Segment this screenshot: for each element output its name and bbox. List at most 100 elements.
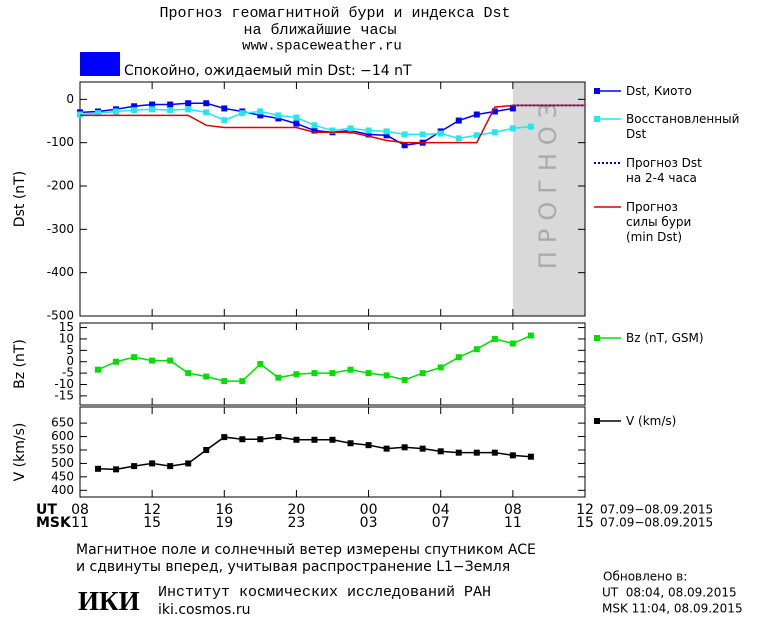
data-point [167, 101, 174, 108]
updated-msk: MSK 11:04, 08.09.2015 [602, 602, 743, 616]
data-point [365, 127, 372, 134]
forecast-region [512, 82, 585, 316]
data-point [455, 354, 462, 361]
data-point [221, 378, 228, 385]
y-tick-label: 0 [66, 354, 74, 368]
data-point [149, 460, 156, 467]
y-tick-label: 500 [51, 456, 74, 470]
data-point [131, 103, 138, 110]
legend-label: Dst, Киото [626, 84, 692, 98]
data-point [293, 114, 300, 121]
data-point [491, 108, 498, 115]
data-point [419, 131, 426, 138]
series-line [79, 108, 531, 140]
status-box [80, 52, 120, 76]
y-tick-label: -200 [47, 179, 74, 193]
data-point [221, 105, 228, 112]
x-tick-label: 08 [504, 502, 522, 518]
note: Магнитное поле и солнечный ветер измерен… [76, 542, 536, 558]
y-tick-label: 650 [51, 416, 74, 430]
plot-frame [79, 322, 586, 406]
url: www.spaceweather.ru [242, 39, 402, 55]
note: и сдвинуты вперед, учитывая распростране… [76, 559, 510, 575]
y-axis-label: V (km/s) [12, 423, 28, 482]
updated: Обновлено в: [603, 570, 687, 584]
data-point [149, 101, 156, 108]
data-point [347, 440, 354, 447]
data-point [185, 100, 192, 107]
data-point [239, 378, 246, 385]
y-tick-label: -5 [62, 366, 74, 380]
y-tick-label: 15 [59, 320, 74, 334]
data-point [383, 132, 390, 139]
y-tick-label: 5 [66, 343, 74, 357]
data-point [383, 128, 390, 135]
x-tick-label: 12 [576, 502, 594, 518]
legend-marker [594, 335, 600, 341]
institute: Институт космических исследований РАН [158, 584, 491, 601]
y-tick-label: -300 [47, 222, 74, 236]
data-point [239, 110, 246, 117]
legend-label: V (km/s) [626, 414, 677, 428]
legend-marker [594, 116, 600, 122]
data-point [311, 436, 318, 443]
data-point [275, 112, 282, 119]
legend-label: Прогноз Dst на 2-4 часа [626, 156, 702, 185]
data-point [257, 436, 264, 443]
subtitle: на ближайшие часы [243, 22, 396, 39]
data-point [167, 357, 174, 364]
x-tick-label-msk: 03 [360, 515, 378, 531]
y-tick-label: 0 [66, 92, 74, 106]
x-tick-label-msk: 07 [432, 515, 450, 531]
data-point [401, 131, 408, 138]
updated-ut: UT 08:04, 08.09.2015 [602, 586, 737, 600]
x-tick-label: 16 [215, 502, 233, 518]
data-point [257, 112, 264, 119]
data-point [401, 142, 408, 149]
data-point [329, 436, 336, 443]
data-point [419, 445, 426, 452]
x-tick-label-msk: 15 [143, 515, 161, 531]
plot-frame [79, 81, 586, 317]
y-tick-label: -500 [47, 309, 74, 323]
data-point [113, 466, 120, 473]
data-point [131, 354, 138, 361]
data-point [185, 460, 192, 467]
x-tick-label: 08 [71, 502, 89, 518]
data-point [437, 448, 444, 455]
x-tick-label-msk: 23 [288, 515, 306, 531]
data-point [203, 109, 210, 116]
data-point [113, 108, 120, 115]
data-point [473, 449, 480, 456]
data-point [275, 115, 282, 122]
series-line [80, 104, 585, 144]
data-point [95, 465, 102, 472]
data-point [365, 131, 372, 138]
data-point [473, 111, 480, 118]
data-point [347, 366, 354, 373]
data-point [257, 108, 264, 115]
data-point [329, 370, 336, 377]
date-range: 07.09−08.09.2015 [600, 503, 713, 517]
data-point [383, 372, 390, 379]
y-tick-label: 450 [51, 469, 74, 483]
x-row-label: MSK [36, 515, 72, 531]
x-tick-label: 20 [288, 502, 306, 518]
data-point [203, 100, 210, 107]
data-point [77, 111, 83, 118]
data-point [239, 436, 246, 443]
data-point [509, 452, 516, 459]
data-point [311, 127, 318, 134]
legend-marker [594, 88, 600, 94]
data-point [275, 434, 282, 441]
data-point [293, 436, 300, 443]
data-point [149, 106, 156, 113]
data-point [131, 463, 138, 470]
legend-label: Bz (nT, GSM) [626, 331, 704, 345]
data-point [311, 122, 318, 129]
data-point [383, 445, 390, 452]
x-tick-label-msk: 15 [576, 515, 594, 531]
data-point [185, 106, 192, 113]
data-point [509, 125, 516, 132]
